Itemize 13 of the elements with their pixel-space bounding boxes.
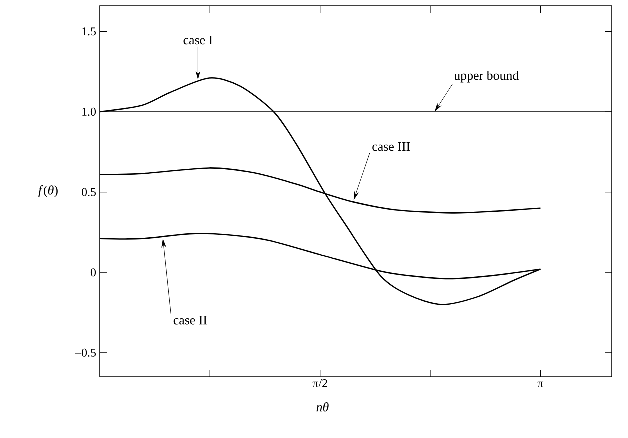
annotation: case III (372, 142, 410, 152)
y-tick-label: 1.0 (82, 108, 96, 116)
y-tick-label: 0.5 (82, 188, 96, 196)
annotation: case II (174, 316, 208, 325)
y-tick-label: –0.5 (75, 348, 96, 357)
x-tick-label: π (538, 382, 544, 388)
y-axis-title: f(θ) (38, 186, 58, 198)
x-tick-label: π/2 (312, 379, 328, 388)
y-tick-label: 1.5 (82, 28, 96, 36)
ref-line-label: upper bound (454, 71, 520, 83)
x-axis-title: nθ (316, 402, 329, 412)
annotation: case I (184, 36, 213, 45)
y-tick-label: 0 (90, 268, 96, 277)
